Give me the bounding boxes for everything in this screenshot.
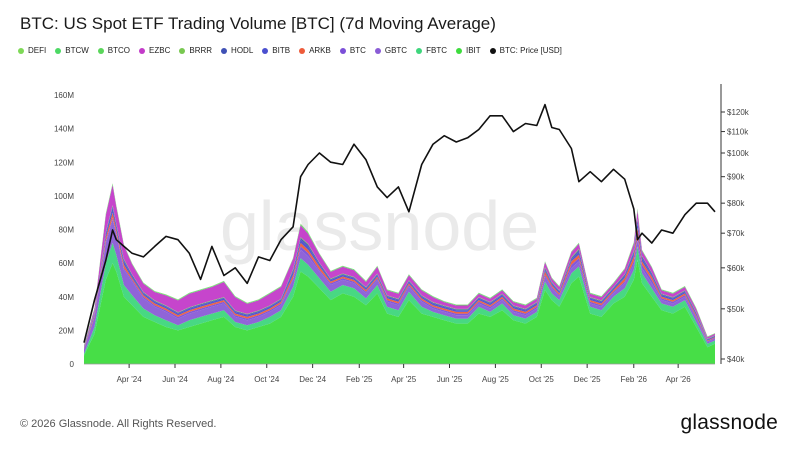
- x-axis-tick-label: Dec '24: [299, 375, 326, 384]
- area-series-fbtc: [84, 242, 715, 356]
- x-axis-tick-label: Oct '24: [254, 375, 280, 384]
- area-series-ibit: [84, 259, 715, 364]
- x-axis-tick-label: Feb '25: [346, 375, 373, 384]
- legend-item-bitb[interactable]: BITB: [262, 46, 290, 55]
- y-right-tick-label: $120k: [727, 108, 750, 117]
- y-right-tick-label: $40k: [727, 355, 745, 364]
- y-axis-tick-label: 0: [70, 360, 75, 369]
- legend-dot-icon: [18, 47, 24, 54]
- price-line-btc-usd: [83, 103, 716, 343]
- legend-label: DEFI: [28, 46, 47, 55]
- legend-item-hodl[interactable]: HODL: [221, 46, 253, 55]
- legend-label: EZBC: [149, 46, 171, 55]
- legend-dot-icon: [55, 47, 62, 54]
- legend-dot-icon: [139, 47, 146, 54]
- x-axis-tick-label: Apr '24: [117, 375, 143, 384]
- legend-label: FBTC: [426, 46, 447, 55]
- legend-dot-icon: [339, 47, 346, 54]
- area-series-ezbc: [84, 184, 715, 347]
- y-right-tick-label: $60k: [727, 264, 745, 273]
- legend-item-btc[interactable]: BTC: [339, 46, 366, 55]
- y-right-tick-label: $110k: [727, 128, 749, 137]
- x-axis-tick-label: Oct '25: [529, 375, 555, 384]
- legend-item-defi[interactable]: DEFI: [18, 46, 46, 55]
- legend-label: IBIT: [465, 46, 481, 55]
- legend-label: BTC: [349, 46, 366, 55]
- y-axis-tick-label: 60M: [58, 259, 74, 268]
- x-axis-tick-label: Apr '26: [666, 375, 692, 384]
- x-axis-tick-label: Apr '25: [391, 375, 417, 384]
- legend-dot-icon: [97, 47, 104, 54]
- page-title: BTC: US Spot ETF Trading Volume [BTC] (7…: [20, 14, 496, 33]
- legend-label: BTCW: [65, 46, 89, 55]
- legend-item-ibit[interactable]: IBIT: [455, 46, 481, 55]
- legend-item-btco[interactable]: BTCO: [97, 46, 131, 55]
- legend-dot-icon: [262, 47, 269, 54]
- x-axis-tick-label: Jun '24: [162, 375, 188, 384]
- legend-dot-icon: [455, 47, 462, 54]
- legend-dot-icon: [416, 47, 423, 54]
- legend-dot-icon: [299, 47, 306, 54]
- legend-item-fbtc[interactable]: FBTC: [416, 46, 447, 55]
- legend-label: BTCO: [107, 46, 131, 55]
- legend-dot-icon: [374, 47, 381, 54]
- legend-item-gbtc[interactable]: GBTC: [374, 46, 408, 55]
- legend-item-ezbc[interactable]: EZBC: [139, 46, 170, 55]
- legend-dot-icon: [179, 47, 186, 54]
- y-right-tick-label: $90k: [727, 173, 745, 182]
- x-axis-tick-label: Jun '25: [437, 375, 463, 384]
- y-axis-tick-label: 20M: [58, 326, 74, 335]
- legend-label: HODL: [231, 46, 254, 55]
- legend-item-btc-price-usd[interactable]: BTC: Price [USD]: [489, 46, 562, 55]
- legend-label: GBTC: [384, 46, 408, 55]
- y-axis-tick-label: 100M: [54, 192, 74, 201]
- legend-item-arkb[interactable]: ARKB: [299, 46, 331, 55]
- x-axis-tick-label: Dec '25: [574, 375, 601, 384]
- watermark-logo: glassnode: [220, 187, 539, 265]
- y-axis-tick-label: 120M: [54, 158, 74, 167]
- legend-label: BRRR: [189, 46, 213, 55]
- x-axis-tick-label: Aug '24: [207, 375, 234, 384]
- x-axis-tick-label: Aug '25: [482, 375, 509, 384]
- y-axis-tick-label: 80M: [58, 226, 74, 235]
- y-axis-tick-label: 40M: [58, 293, 74, 302]
- legend-label: BITB: [272, 46, 291, 55]
- y-right-tick-label: $100k: [727, 149, 750, 158]
- legend-item-brrr[interactable]: BRRR: [179, 46, 212, 55]
- y-right-tick-label: $50k: [727, 305, 745, 314]
- y-right-tick-label: $80k: [727, 199, 745, 208]
- y-axis-tick-label: 160M: [54, 91, 74, 100]
- area-series-gbtc: [84, 219, 715, 354]
- chart-canvas: glassnode 020M40M60M80M100M120M140M160M …: [54, 84, 750, 384]
- chart-legend: DEFI BTCW BTCO EZBC BRRR HODL BITB ARKB BTC GBTC F…: [18, 46, 571, 55]
- legend-label: ARKB: [309, 46, 331, 55]
- y-axis-tick-label: 140M: [54, 125, 74, 134]
- brand-logo[interactable]: glassnode: [680, 411, 778, 434]
- y-right-tick-label: $70k: [727, 229, 745, 238]
- legend-dot-icon: [221, 47, 228, 54]
- x-axis-tick-label: Feb '26: [621, 375, 648, 384]
- legend-dot-icon: [489, 47, 496, 54]
- copyright-text: © 2026 Glassnode. All Rights Reserved.: [20, 418, 217, 430]
- legend-label: BTC: Price [USD]: [499, 46, 562, 55]
- legend-item-btcw[interactable]: BTCW: [55, 46, 89, 55]
